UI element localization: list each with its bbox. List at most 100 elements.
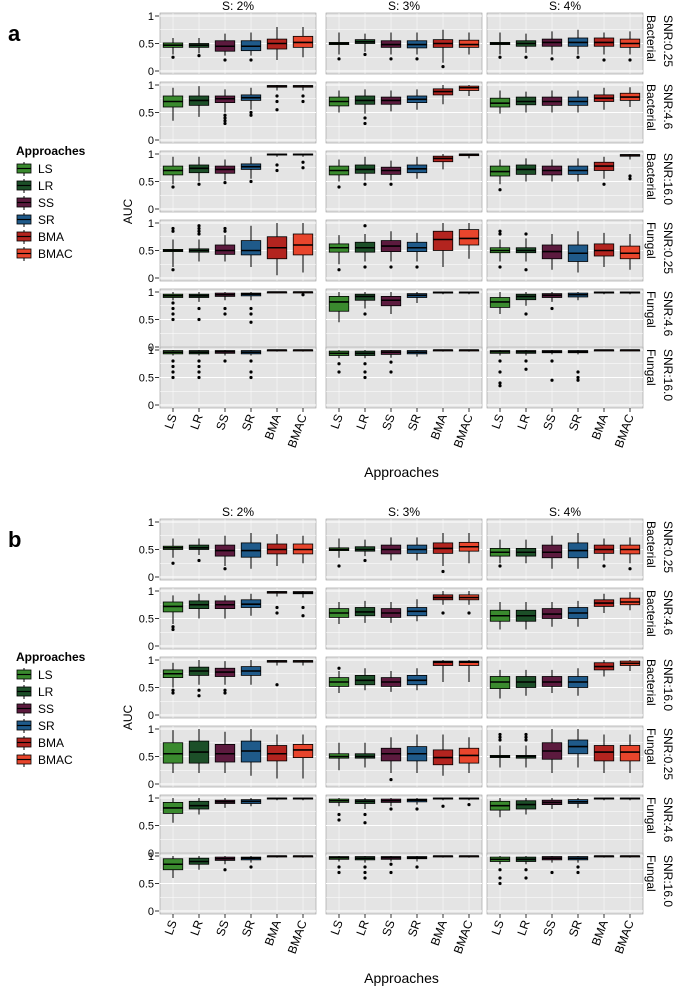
box-outlier	[576, 870, 580, 875]
box-outlier	[223, 116, 227, 120]
y-tick-label: 1	[148, 724, 154, 736]
box-outlier	[275, 94, 279, 98]
y-tick-label: 0.5	[139, 614, 154, 626]
legend-label: BMA	[38, 230, 64, 244]
column-strip-label: S: 2%	[222, 505, 254, 519]
x-tick-label: BMAC	[285, 412, 310, 450]
x-tick-label: SS	[379, 918, 398, 938]
y-tick-label: 0	[148, 400, 154, 412]
box-outlier	[524, 738, 528, 742]
box-outlier	[249, 865, 253, 869]
box-outlier	[389, 57, 393, 61]
box-outlier	[301, 166, 305, 170]
y-tick-label: 0.5	[139, 315, 154, 327]
x-tick-label: BMA	[428, 918, 450, 947]
box-outlier	[301, 160, 305, 164]
box-outlier	[498, 188, 502, 192]
row-strip-label2: Bacterial	[644, 590, 658, 637]
box-outlier	[337, 564, 341, 568]
x-tick-label: BMAC	[451, 918, 476, 956]
box-outlier	[249, 113, 253, 117]
legend-label: SR	[38, 719, 55, 733]
y-tick-label: 1	[148, 287, 154, 299]
row-strip-label: SNR:16.0	[661, 349, 675, 401]
legend-label: SR	[38, 213, 55, 227]
y-tick-label: 0	[148, 906, 154, 918]
box-outlier	[249, 306, 253, 311]
row-strip-label: SNR:16.0	[661, 153, 675, 205]
x-tick-label: LR	[187, 918, 206, 938]
box-outlier	[249, 179, 253, 184]
x-tick-label: BMA	[262, 918, 284, 947]
row-strip-label2: Bacterial	[644, 15, 658, 62]
box-outlier	[337, 812, 341, 817]
row-strip-label2: Fungal	[644, 797, 658, 834]
x-tick-label: BMAC	[285, 918, 310, 956]
box-outlier	[249, 58, 253, 62]
box-outlier	[576, 370, 580, 374]
box-outlier	[524, 735, 528, 739]
x-tick-label: BMA	[262, 412, 284, 441]
y-tick-label: 0.5	[139, 545, 154, 557]
box-outlier	[171, 625, 175, 629]
box-outlier	[197, 375, 201, 380]
box-outlier	[171, 359, 175, 363]
box-outlier	[524, 367, 528, 371]
box-outlier	[498, 370, 502, 374]
x-tick-label: LR	[514, 918, 533, 938]
box-outlier	[498, 732, 502, 737]
box-outlier	[301, 293, 305, 297]
box-outlier	[197, 54, 201, 58]
box-outlier	[223, 306, 227, 311]
box-outlier	[197, 224, 201, 228]
box-outlier	[275, 99, 279, 104]
x-tick-label: SS	[213, 412, 232, 432]
box-outlier	[337, 870, 341, 875]
box-outlier	[441, 65, 445, 69]
x-axis-title: Approaches	[364, 970, 439, 986]
x-tick-label: LS	[489, 918, 507, 937]
box-outlier	[249, 375, 253, 380]
box-outlier	[415, 265, 419, 269]
box-outlier	[363, 52, 367, 57]
box-outlier	[337, 818, 341, 822]
box-outlier	[550, 359, 554, 363]
box-outlier	[223, 359, 227, 363]
box-BMAC	[292, 744, 314, 759]
box-outlier	[441, 569, 445, 574]
box-outlier	[223, 691, 227, 695]
x-tick-label: SS	[213, 918, 232, 938]
y-tick-label: 1	[148, 80, 154, 92]
box-outlier	[171, 688, 175, 692]
box-SS	[380, 747, 402, 762]
panel-label: b	[8, 527, 21, 552]
y-tick-label: 0	[148, 641, 154, 653]
row-strip-label2: Fungal	[644, 291, 658, 328]
y-tick-label: 0	[148, 779, 154, 791]
box-outlier	[363, 876, 367, 880]
legend-title: Approaches	[16, 650, 86, 664]
box-outlier	[363, 370, 367, 374]
box-outlier	[389, 360, 393, 364]
box-outlier	[498, 229, 502, 233]
box-outlier	[550, 870, 554, 875]
y-tick-label: 0.5	[139, 821, 154, 833]
box-outlier	[363, 362, 367, 366]
box-outlier	[602, 564, 606, 568]
box-outlier	[363, 116, 367, 120]
box-outlier	[171, 306, 175, 311]
box-outlier	[249, 359, 253, 363]
box-outlier	[524, 232, 528, 236]
box-outlier	[197, 306, 201, 311]
box-SS	[541, 544, 563, 559]
box-LR	[354, 293, 376, 301]
box-outlier	[363, 558, 367, 563]
box-outlier	[223, 226, 227, 231]
y-tick-label: 0.5	[139, 177, 154, 189]
row-strip-label: SNR:16.0	[661, 659, 675, 711]
box-outlier	[275, 605, 279, 610]
box-outlier	[337, 370, 341, 374]
box-outlier	[249, 370, 253, 374]
box-outlier	[389, 370, 393, 374]
x-tick-label: BMAC	[612, 918, 637, 956]
